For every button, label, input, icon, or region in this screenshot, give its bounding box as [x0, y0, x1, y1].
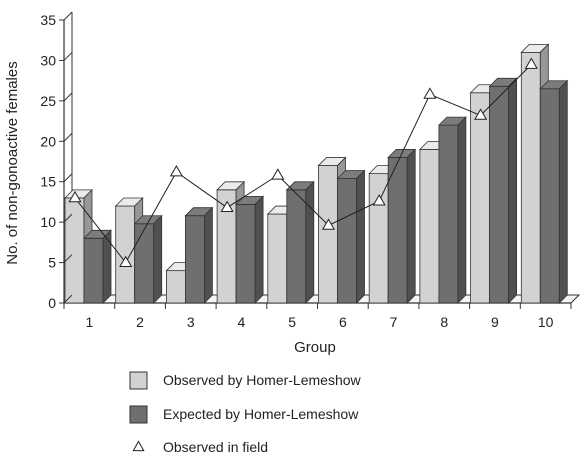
bar-expected [83, 229, 112, 304]
legend-observed-field-label: Observed in field [163, 439, 268, 455]
y-tick-depth [63, 132, 73, 142]
triangle-marker [474, 108, 488, 120]
triangle-marker [372, 194, 386, 206]
bar-expected-front [134, 223, 155, 304]
bar-expected-front [235, 203, 256, 304]
bar-expected-side [153, 214, 163, 304]
bar-expected-side [558, 79, 568, 304]
bar-expected [437, 116, 467, 304]
bar-expected [235, 195, 265, 304]
y-tick-label: 20 [40, 133, 56, 149]
y-tick-depth [63, 294, 73, 304]
y-tick-depth [63, 11, 73, 21]
legend-observed-hl-swatch [129, 371, 148, 390]
bar-expected-front [539, 88, 560, 304]
bar-expected-front [438, 124, 459, 304]
triangle-marker [271, 168, 285, 180]
bar-observed-front [470, 92, 491, 304]
y-tick-label: 15 [40, 174, 56, 190]
y-tick-label: 0 [48, 295, 56, 311]
bar-expected-side [305, 180, 315, 304]
bar-expected-side [508, 77, 517, 304]
bar-expected-front [387, 157, 408, 304]
legend-observed-hl: Observed by Homer-Lemeshow [129, 371, 362, 390]
y-tick-depth [63, 213, 73, 223]
bar-observed-front [318, 165, 338, 304]
bar-expected-front [184, 215, 205, 304]
x-tick-label: 1 [85, 314, 93, 330]
bar-expected-front [83, 237, 104, 304]
line-observed-in-field [74, 64, 532, 264]
bar-expected-side [204, 206, 213, 304]
bar-observed-front [165, 270, 186, 304]
y-tick-depth [63, 254, 73, 263]
x-tick-label: 9 [491, 314, 499, 330]
bar-expected [539, 79, 569, 304]
bar-expected-front [489, 85, 510, 304]
bar-expected-side [406, 148, 416, 304]
y-tick-label: 35 [40, 12, 56, 28]
bar-observed-front [115, 205, 136, 304]
triangle-marker [524, 57, 538, 69]
x-tick-label: 5 [288, 314, 296, 330]
bar-expected-side [102, 229, 112, 304]
x-tick-label: 7 [390, 314, 398, 330]
y-tick-depth [63, 173, 73, 183]
bar-observed-front [64, 197, 85, 304]
triangle-marker [321, 218, 336, 230]
legend-observed-field-swatch [132, 440, 145, 452]
bar-expected-front [286, 189, 307, 304]
bar-observed-front [419, 148, 440, 304]
triangle-marker [119, 255, 133, 267]
triangle-marker [220, 200, 234, 212]
y-tick-label: 10 [40, 214, 56, 230]
legend-expected-hl-swatch [129, 405, 148, 424]
legend-observed-hl-label: Observed by Homer-Lemeshow [163, 372, 362, 388]
x-axis-title: Group [294, 339, 336, 356]
y-tick-depth [63, 92, 73, 102]
legend-expected-hl: Expected by Homer-Lemeshow [129, 405, 359, 424]
x-tick-label: 2 [136, 314, 144, 330]
y-tick-depth [63, 52, 73, 61]
y-tick-label: 25 [40, 93, 56, 109]
legend-expected-hl-label: Expected by Homer-Lemeshow [163, 406, 359, 422]
bar-observed-front [368, 173, 389, 304]
bar-expected-side [356, 169, 365, 304]
legend-observed-field: Observed in field [132, 439, 268, 455]
x-tick-label: 3 [187, 314, 195, 330]
bar-observed-front [267, 213, 288, 304]
y-axis-title: No. of non-gonoactive females [4, 61, 21, 264]
triangle-marker [169, 165, 183, 177]
legend: Observed by Homer-Lemeshow Expected by Ho… [129, 371, 362, 455]
x-tick-label: 4 [238, 314, 246, 330]
bar-expected-front [337, 178, 357, 304]
triangle-marker [423, 87, 437, 99]
bar-expected [184, 206, 214, 304]
bar-expected [387, 148, 417, 304]
bar-expected [488, 77, 518, 304]
triangle-marker [68, 190, 82, 203]
bar-expected [133, 214, 163, 304]
bar-observed-front [520, 51, 541, 304]
bar-expected [285, 180, 315, 304]
bar-expected-side [457, 116, 467, 304]
y-tick-label: 5 [48, 255, 56, 271]
x-tick-label: 10 [538, 314, 554, 330]
y-tick-label: 30 [40, 52, 56, 68]
bar-expected-side [254, 195, 264, 304]
x-tick-label: 8 [440, 314, 448, 330]
bar-expected [336, 169, 366, 304]
x-tick-label: 6 [339, 314, 347, 330]
